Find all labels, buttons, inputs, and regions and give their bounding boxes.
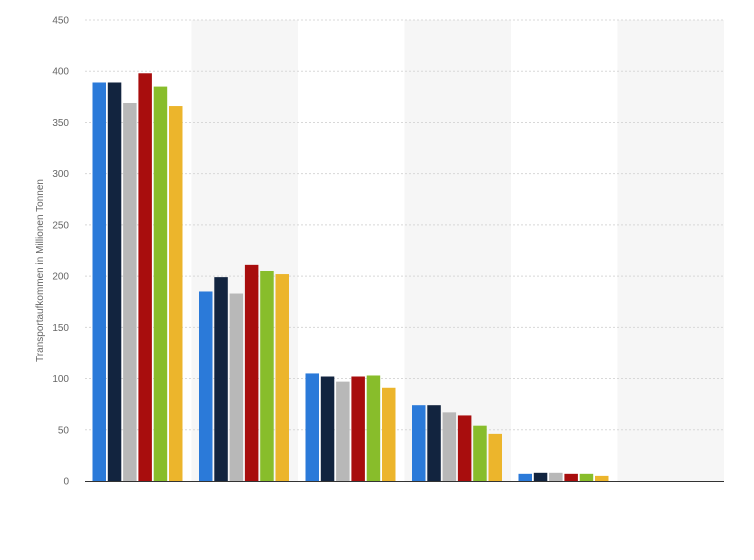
bar-series6-group3[interactable] — [382, 387, 396, 481]
bar-series6-group5[interactable] — [595, 475, 609, 481]
bar-series3-group5[interactable] — [549, 472, 563, 481]
y-axis-title: Transportaufkommen in Millionen Tonnen — [35, 179, 46, 362]
bar-series5-group3[interactable] — [366, 375, 381, 481]
bar-series4-group5[interactable] — [564, 473, 578, 481]
bar-series4-group2[interactable] — [244, 264, 259, 481]
bar-series3-group4[interactable] — [442, 412, 457, 481]
y-axis-ticks: 0 50 100 150 200 250 300 350 400 450 — [52, 16, 69, 488]
bar-series3-group2[interactable] — [229, 293, 244, 481]
y-tick-label-450: 450 — [52, 16, 69, 27]
gridlines — [85, 19, 724, 431]
y-tick-label-250: 250 — [52, 220, 69, 231]
bar-series4-group4[interactable] — [457, 415, 472, 481]
y-tick-label-350: 350 — [52, 118, 69, 129]
bar-series1-group3[interactable] — [305, 373, 320, 481]
bar-series5-group5[interactable] — [579, 473, 594, 481]
bar-series6-group4[interactable] — [488, 433, 503, 481]
bar-series1-group5[interactable] — [518, 473, 533, 481]
bars — [92, 73, 609, 481]
band-4 — [404, 20, 511, 481]
y-tick-label-0: 0 — [63, 477, 69, 488]
bar-series2-group5[interactable] — [533, 472, 548, 481]
bar-series2-group4[interactable] — [427, 405, 441, 481]
band-5 — [511, 20, 618, 481]
y-tick-label-200: 200 — [52, 272, 69, 283]
bar-series1-group2[interactable] — [199, 291, 213, 481]
bar-series1-group1[interactable] — [92, 82, 107, 481]
background-bands — [85, 20, 724, 481]
band-6 — [617, 20, 724, 481]
bar-series1-group4[interactable] — [412, 405, 426, 481]
bar-series3-group1[interactable] — [123, 102, 137, 481]
bar-series4-group1[interactable] — [138, 73, 152, 481]
bar-series2-group2[interactable] — [214, 277, 228, 481]
y-tick-label-50: 50 — [58, 425, 70, 436]
y-tick-label-300: 300 — [52, 169, 69, 180]
bar-series6-group1[interactable] — [169, 106, 183, 481]
bar-series3-group3[interactable] — [336, 381, 350, 481]
bar-series6-group2[interactable] — [275, 274, 290, 481]
bar-series4-group3[interactable] — [351, 376, 365, 481]
y-tick-label-100: 100 — [52, 374, 69, 385]
bar-series2-group1[interactable] — [107, 82, 122, 481]
y-tick-label-400: 400 — [52, 67, 69, 78]
bar-series2-group3[interactable] — [320, 376, 335, 481]
bar-series5-group4[interactable] — [473, 425, 487, 481]
bar-series5-group2[interactable] — [260, 270, 274, 481]
bar-series5-group1[interactable] — [153, 86, 168, 481]
y-tick-label-150: 150 — [52, 323, 69, 334]
